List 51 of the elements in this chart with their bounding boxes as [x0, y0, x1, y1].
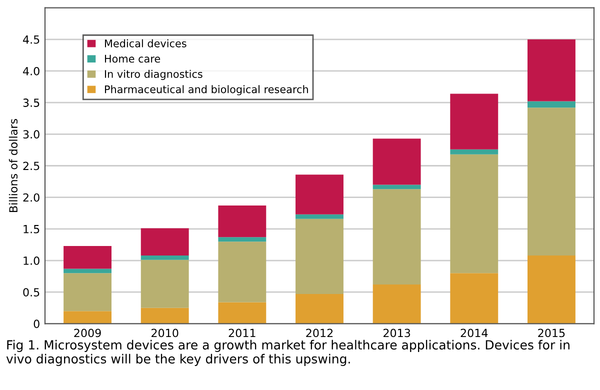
bar — [528, 255, 576, 324]
x-tick-label: 2014 — [460, 328, 488, 338]
bar — [140, 308, 189, 324]
bar — [296, 218, 344, 294]
x-tick-label: 2010 — [152, 328, 178, 338]
y-tick-label: 2.5 — [23, 162, 40, 170]
bar — [372, 284, 421, 324]
y-tick-label: 0 — [34, 320, 40, 328]
y-tick-label: 4.5 — [23, 36, 40, 44]
x-tick-label: 2011 — [228, 328, 256, 338]
bar — [450, 154, 498, 274]
legend-label: Pharmaceutical and biological research — [105, 85, 308, 96]
x-tick-label: 2013 — [384, 328, 410, 338]
legend-label: Medical devices — [105, 39, 186, 48]
bar — [296, 294, 344, 324]
legend-label: In vitro diagnostics — [105, 70, 202, 80]
bar — [64, 273, 112, 312]
bar — [372, 138, 421, 185]
bar — [450, 149, 498, 154]
y-tick-label: 2.0 — [23, 193, 40, 202]
bar — [528, 101, 576, 108]
bar — [140, 255, 189, 260]
bar — [372, 189, 421, 285]
bar — [450, 273, 498, 324]
y-axis-title: Billions of dollars — [8, 119, 18, 212]
x-tick-label: 2015 — [538, 328, 565, 338]
bar — [140, 260, 189, 308]
caption: Fig 1. Microsystem devices are a growth market for healthcare applications. Devices for in vivo diagnostics will be the key drivers of this upswing. — [6, 340, 570, 366]
y-tick-label: 1.0 — [24, 256, 40, 265]
bar — [218, 206, 266, 238]
legend-label: Home care — [105, 54, 160, 63]
bar — [528, 39, 576, 102]
y-tick-label: 3.0 — [23, 130, 40, 139]
bar — [296, 214, 344, 219]
bar — [140, 228, 189, 256]
bar — [218, 242, 266, 302]
y-tick-label: 1.5 — [24, 225, 40, 234]
bar — [64, 311, 112, 324]
bar — [528, 108, 576, 256]
x-tick-label: 2009 — [74, 328, 101, 338]
bar — [296, 174, 344, 214]
y-tick-label: 4.0 — [23, 66, 40, 76]
bar — [218, 237, 266, 242]
bar — [64, 246, 112, 269]
bar — [450, 94, 498, 150]
bar — [372, 184, 421, 190]
y-tick-label: 3.5 — [23, 98, 40, 107]
bar — [64, 268, 112, 274]
bar — [218, 302, 266, 324]
y-tick-label: 0.5 — [23, 288, 40, 296]
x-tick-label: 2012 — [306, 328, 333, 338]
